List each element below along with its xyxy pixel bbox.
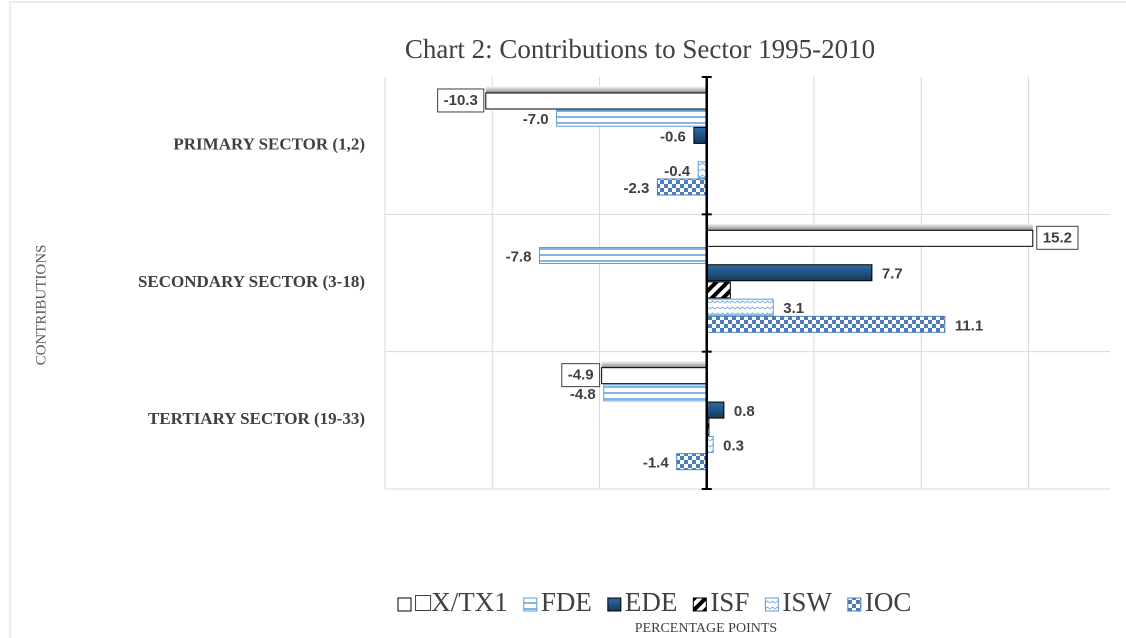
bar-shadow xyxy=(601,360,707,368)
bar xyxy=(706,298,774,316)
bar xyxy=(556,109,708,127)
data-label: -10.3 xyxy=(444,92,478,109)
data-label: -2.3 xyxy=(624,180,650,197)
legend-label: EDE xyxy=(625,587,677,617)
frame xyxy=(9,1,1126,638)
data-label: 7.7 xyxy=(882,266,903,283)
bar xyxy=(706,281,731,299)
bar xyxy=(601,367,708,385)
data-label: 11.1 xyxy=(955,317,983,334)
bar xyxy=(706,264,873,282)
data-label: -0.4 xyxy=(664,163,691,180)
data-label: -4.9 xyxy=(568,367,594,384)
legend-swatch xyxy=(847,597,862,612)
legend-label: □X/TX1 xyxy=(415,587,508,617)
bar xyxy=(706,401,725,419)
bar xyxy=(697,161,708,179)
bar xyxy=(706,315,946,333)
bar xyxy=(676,453,708,471)
y-tick-label: PRIMARY SECTOR (1,2) xyxy=(173,135,365,154)
bar-shadow xyxy=(485,86,707,93)
bar xyxy=(706,229,1034,247)
legend-label: ISW xyxy=(782,587,832,617)
legend-label: FDE xyxy=(541,587,592,617)
data-label-box xyxy=(561,363,601,388)
x-axis-label: PERCENTAGE POINTS xyxy=(635,621,777,636)
chart-title: Chart 2: Contributions to Sector 1995-20… xyxy=(405,34,875,64)
data-label-box xyxy=(437,88,485,113)
y-tick-label: TERTIARY SECTOR (19-33) xyxy=(148,409,365,428)
legend-swatch xyxy=(523,597,538,612)
legend-swatch xyxy=(607,597,622,612)
data-label: 3.1 xyxy=(783,300,804,317)
data-label: 0.3 xyxy=(723,437,744,454)
data-label: 0.8 xyxy=(734,403,755,420)
data-label: -4.8 xyxy=(570,386,596,403)
y-tick-label: SECONDARY SECTOR (3-18) xyxy=(138,272,365,291)
data-label: -7.8 xyxy=(506,249,532,266)
data-label: -0.6 xyxy=(660,128,686,145)
bar xyxy=(693,126,708,144)
bar xyxy=(485,92,708,110)
legend-swatch xyxy=(397,597,412,612)
legend-swatch xyxy=(764,597,779,612)
data-label: -1.4 xyxy=(643,455,670,472)
data-label: 15.2 xyxy=(1043,229,1072,246)
bar xyxy=(603,384,708,402)
y-axis-label: CONTRIBUTIONS xyxy=(33,245,49,366)
bar-shadow xyxy=(706,223,1033,231)
data-label: -7.0 xyxy=(523,111,549,128)
bar xyxy=(538,247,708,265)
legend-swatch xyxy=(692,597,707,612)
legend-label: ISF xyxy=(710,587,749,617)
legend-label: IOC xyxy=(865,587,912,617)
data-label-box xyxy=(1036,225,1079,250)
bar xyxy=(656,178,708,196)
